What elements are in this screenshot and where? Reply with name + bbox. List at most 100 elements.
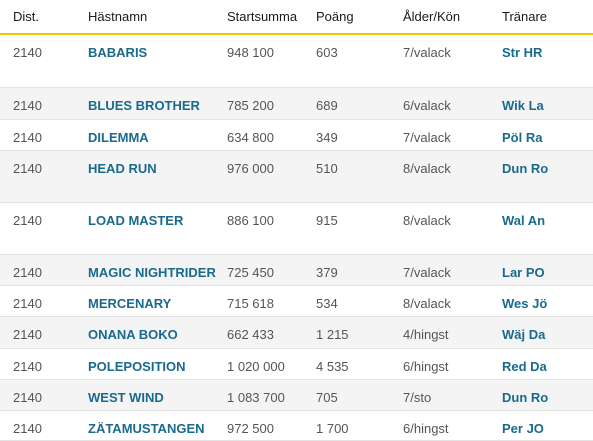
cell-trainer[interactable]: Per JO: [502, 410, 593, 441]
header-trainer[interactable]: Tränare: [502, 0, 593, 35]
trainer-link[interactable]: Wäj Da: [502, 326, 546, 342]
cell-trainer[interactable]: Dun Ro: [502, 150, 593, 203]
header-start-sum[interactable]: Startsumma: [227, 0, 316, 35]
horse-link[interactable]: WEST WIND: [88, 389, 164, 405]
cell-horse-name[interactable]: ZÄTAMUSTANGEN: [88, 410, 227, 441]
cell-points: 1 700: [316, 410, 403, 441]
table-row: 2140 MERCENARY 715 618 534 8/valack Wes …: [0, 285, 593, 317]
cell-horse-name[interactable]: ONANA BOKO: [88, 316, 227, 349]
cell-age-sex: 4/hingst: [403, 316, 502, 349]
table-row: 2140 DILEMMA 634 800 349 7/valack Pöl Ra: [0, 119, 593, 151]
cell-horse-name[interactable]: HEAD RUN: [88, 150, 227, 203]
header-dist[interactable]: Dist.: [0, 0, 88, 35]
trainer-link[interactable]: Lar PO: [502, 264, 545, 280]
cell-dist: 2140: [0, 316, 88, 349]
cell-points: 603: [316, 34, 403, 88]
cell-points: 534: [316, 285, 403, 317]
table-row: 2140 HEAD RUN 976 000 510 8/valack Dun R…: [0, 150, 593, 203]
table-row: 2140 ONANA BOKO 662 433 1 215 4/hingst W…: [0, 316, 593, 349]
cell-points: 510: [316, 150, 403, 203]
horse-link[interactable]: BLUES BROTHER: [88, 97, 200, 113]
table-header-row: Dist. Hästnamn Startsumma Poäng Ålder/Kö…: [0, 0, 593, 35]
cell-dist: 2140: [0, 150, 88, 203]
cell-trainer[interactable]: Red Da: [502, 348, 593, 380]
cell-age-sex: 7/sto: [403, 379, 502, 411]
cell-points: 4 535: [316, 348, 403, 380]
trainer-link[interactable]: Wik La: [502, 97, 544, 113]
cell-age-sex: 8/valack: [403, 150, 502, 203]
horse-link[interactable]: BABARIS: [88, 45, 148, 60]
trainer-link[interactable]: Per JO: [502, 420, 544, 436]
trainer-link[interactable]: Red Da: [502, 358, 547, 374]
horse-link[interactable]: MERCENARY: [88, 295, 172, 311]
cell-start-sum: 634 800: [227, 119, 316, 151]
cell-start-sum: 725 450: [227, 254, 316, 286]
cell-age-sex: 6/hingst: [403, 410, 502, 441]
cell-age-sex: 7/valack: [403, 119, 502, 151]
cell-age-sex: 6/hingst: [403, 348, 502, 380]
cell-start-sum: 886 100: [227, 202, 316, 255]
cell-horse-name[interactable]: LOAD MASTER: [88, 202, 227, 255]
cell-trainer[interactable]: Str HR: [502, 34, 593, 88]
cell-trainer[interactable]: Wes Jö: [502, 285, 593, 317]
cell-horse-name[interactable]: BLUES BROTHER: [88, 87, 227, 120]
cell-dist: 2140: [0, 285, 88, 317]
table-row: 2140 LOAD MASTER 886 100 915 8/valack Wa…: [0, 202, 593, 255]
cell-horse-name[interactable]: DILEMMA: [88, 119, 227, 151]
cell-trainer[interactable]: Pöl Ra: [502, 119, 593, 151]
cell-trainer[interactable]: Wal An: [502, 202, 593, 255]
cell-start-sum: 948 100: [227, 34, 316, 88]
cell-dist: 2140: [0, 87, 88, 120]
cell-points: 349: [316, 119, 403, 151]
cell-dist: 2140: [0, 379, 88, 411]
trainer-link[interactable]: Wal An: [502, 212, 546, 228]
trainer-link[interactable]: Pöl Ra: [502, 129, 543, 145]
cell-horse-name[interactable]: MERCENARY: [88, 285, 227, 317]
trainer-link[interactable]: Dun Ro: [502, 160, 549, 176]
cell-start-sum: 715 618: [227, 285, 316, 317]
cell-horse-name[interactable]: WEST WIND: [88, 379, 227, 411]
cell-dist: 2140: [0, 348, 88, 380]
cell-points: 1 215: [316, 316, 403, 349]
horse-link[interactable]: HEAD RUN: [88, 160, 157, 176]
cell-points: 915: [316, 202, 403, 255]
cell-start-sum: 1 020 000: [227, 348, 316, 380]
cell-points: 689: [316, 87, 403, 120]
cell-start-sum: 972 500: [227, 410, 316, 441]
cell-trainer[interactable]: Wik La: [502, 87, 593, 120]
header-age-sex[interactable]: Ålder/Kön: [403, 0, 502, 35]
trainer-link[interactable]: Wes Jö: [502, 295, 548, 311]
cell-horse-name[interactable]: MAGIC NIGHTRIDER: [88, 254, 227, 286]
cell-start-sum: 976 000: [227, 150, 316, 203]
cell-age-sex: 8/valack: [403, 285, 502, 317]
table-row: 2140 ZÄTAMUSTANGEN 972 500 1 700 6/hings…: [0, 410, 593, 441]
cell-age-sex: 6/valack: [403, 87, 502, 120]
cell-dist: 2140: [0, 34, 88, 88]
cell-trainer[interactable]: Wäj Da: [502, 316, 593, 349]
cell-dist: 2140: [0, 202, 88, 255]
cell-horse-name[interactable]: POLEPOSITION: [88, 348, 227, 380]
horse-link[interactable]: POLEPOSITION: [88, 358, 186, 374]
table-row: 2140 MAGIC NIGHTRIDER 725 450 379 7/vala…: [0, 254, 593, 286]
horse-link[interactable]: ZÄTAMUSTANGEN: [88, 420, 205, 436]
table-row: 2140 BABARIS 948 100 603 7/valack Str HR: [0, 34, 593, 88]
table-row: 2140 WEST WIND 1 083 700 705 7/sto Dun R…: [0, 379, 593, 411]
cell-points: 379: [316, 254, 403, 286]
header-points[interactable]: Poäng: [316, 0, 403, 35]
header-horse-name[interactable]: Hästnamn: [88, 0, 227, 35]
cell-start-sum: 1 083 700: [227, 379, 316, 411]
trainer-link[interactable]: Dun Ro: [502, 389, 549, 405]
cell-age-sex: 7/valack: [403, 254, 502, 286]
table-row: 2140 BLUES BROTHER 785 200 689 6/valack …: [0, 87, 593, 120]
trainer-link[interactable]: Str HR: [502, 45, 543, 60]
cell-trainer[interactable]: Lar PO: [502, 254, 593, 286]
horse-link[interactable]: DILEMMA: [88, 129, 149, 145]
table-row: 2140 POLEPOSITION 1 020 000 4 535 6/hing…: [0, 348, 593, 380]
cell-horse-name[interactable]: BABARIS: [88, 34, 227, 88]
horse-link[interactable]: LOAD MASTER: [88, 212, 184, 228]
horse-link[interactable]: MAGIC NIGHTRIDER: [88, 264, 216, 280]
cell-dist: 2140: [0, 410, 88, 441]
cell-trainer[interactable]: Dun Ro: [502, 379, 593, 411]
horse-link[interactable]: ONANA BOKO: [88, 326, 178, 342]
